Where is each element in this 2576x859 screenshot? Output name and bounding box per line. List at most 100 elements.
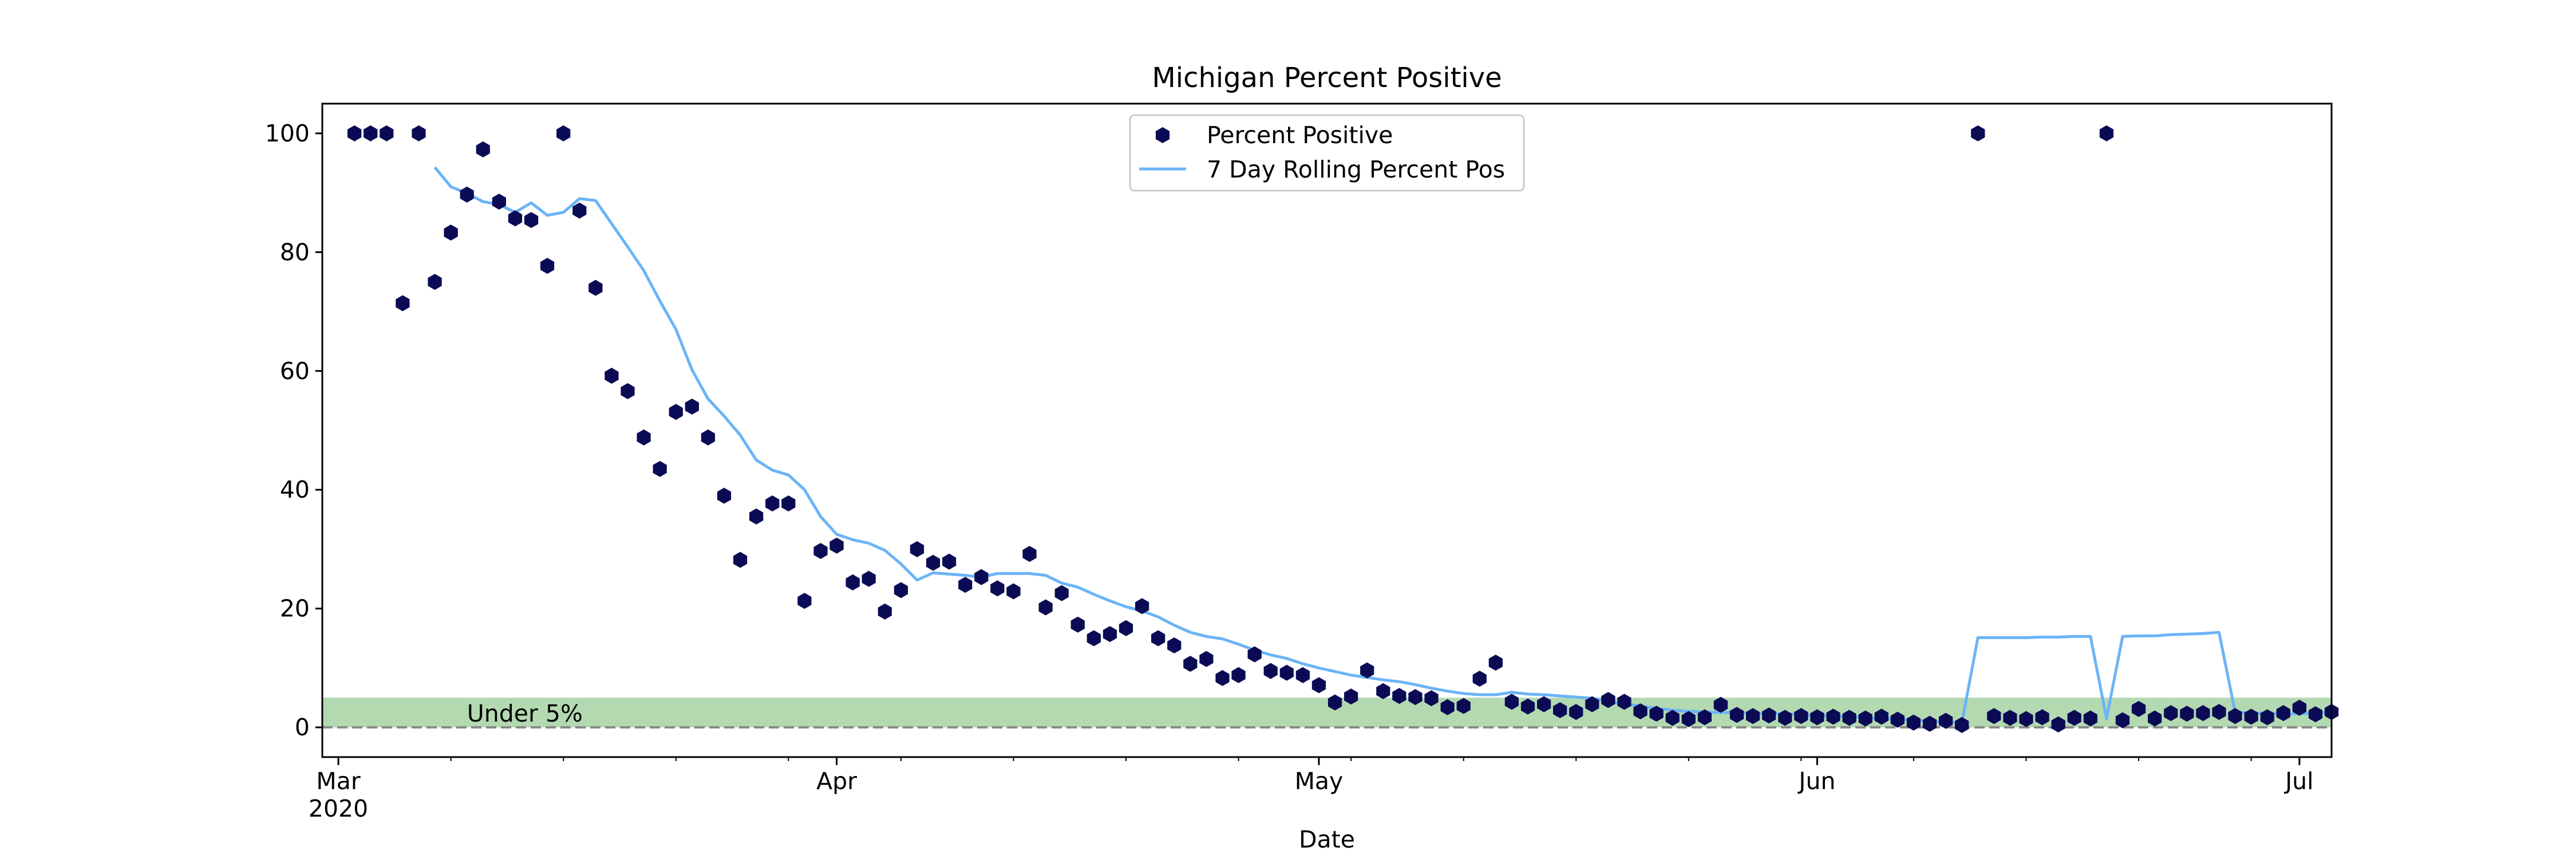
data-point	[2051, 716, 2065, 732]
legend-label-rolling: 7 Day Rolling Percent Pos	[1207, 156, 1505, 183]
data-point	[1906, 714, 1921, 731]
data-point	[1360, 662, 1374, 679]
y-tick-label: 80	[280, 238, 310, 266]
data-point	[2244, 708, 2258, 725]
data-point	[2067, 710, 2081, 726]
y-tick-label: 100	[265, 120, 310, 147]
data-point	[1553, 702, 1567, 719]
data-point	[476, 141, 490, 157]
data-point	[2083, 710, 2097, 727]
y-axis: 0 20 40 60 80 100	[265, 120, 322, 741]
data-point	[878, 603, 892, 620]
data-point	[1778, 710, 1792, 726]
data-point	[1858, 710, 1872, 727]
data-point	[1086, 630, 1101, 647]
data-point	[1263, 663, 1278, 679]
legend: Percent Positive 7 Day Rolling Percent P…	[1129, 114, 1525, 192]
data-point	[1504, 693, 1519, 710]
data-point	[1874, 708, 1888, 725]
data-point	[396, 295, 410, 312]
data-point	[1617, 693, 1631, 710]
data-point	[2099, 125, 2113, 141]
data-point	[701, 429, 715, 446]
data-point	[2212, 704, 2226, 720]
data-point	[942, 553, 957, 570]
data-point	[1633, 703, 1647, 720]
data-point	[2164, 705, 2178, 722]
data-point	[1135, 598, 1149, 614]
data-point	[1054, 585, 1069, 601]
data-point	[1939, 712, 1953, 729]
x-axis-label: Date	[1299, 826, 1355, 853]
data-point	[2148, 710, 2162, 727]
data-point	[1424, 690, 1439, 707]
data-point	[1601, 692, 1615, 708]
legend-box	[1129, 114, 1525, 192]
data-point	[1890, 711, 1905, 728]
data-point	[926, 554, 941, 571]
x-tick-label: Jul	[2283, 767, 2313, 795]
data-point	[1295, 667, 1310, 683]
data-point	[733, 551, 748, 568]
data-point	[1585, 696, 1599, 712]
data-point	[1151, 630, 1165, 647]
data-point	[829, 537, 844, 554]
y-tick-label: 0	[295, 714, 310, 741]
data-point	[1215, 670, 1230, 686]
data-point	[1070, 616, 1085, 633]
data-point	[1472, 671, 1487, 687]
data-point	[1537, 696, 1551, 712]
data-point	[846, 574, 860, 590]
data-point	[428, 274, 442, 290]
data-point	[781, 495, 796, 512]
x-tick-sublabel: 2020	[309, 795, 368, 822]
data-point	[1311, 677, 1326, 693]
data-point	[2228, 708, 2242, 724]
data-point	[2276, 705, 2290, 722]
data-point	[1569, 704, 1583, 720]
data-point	[862, 570, 876, 587]
band-label: Under 5%	[467, 700, 583, 727]
data-point	[717, 487, 732, 504]
data-point	[1826, 708, 1840, 725]
chart-title: Michigan Percent Positive	[1152, 62, 1502, 94]
x-tick-label: Jun	[1797, 767, 1835, 795]
data-point	[653, 460, 667, 477]
legend-label-percent-positive: Percent Positive	[1207, 121, 1393, 149]
data-point	[1440, 699, 1455, 715]
data-point	[1713, 696, 1728, 713]
plot-area: Under 5%	[322, 125, 2339, 733]
legend-marker-percent-positive	[1155, 127, 1170, 143]
data-point	[1408, 689, 1423, 706]
data-point	[1681, 711, 1696, 727]
data-point	[347, 125, 362, 141]
plot-frame	[321, 103, 2333, 758]
data-point	[1167, 637, 1182, 653]
data-point	[1649, 706, 1664, 722]
data-point	[1022, 546, 1037, 562]
data-point	[765, 495, 780, 512]
data-point	[1987, 708, 2001, 724]
data-point	[588, 279, 603, 296]
data-point	[749, 508, 764, 525]
data-point	[412, 125, 426, 141]
data-point	[1327, 694, 1342, 711]
data-point	[1119, 620, 1133, 636]
data-point	[813, 543, 828, 559]
data-point	[605, 368, 619, 384]
data-point	[1183, 656, 1198, 672]
data-point	[2308, 706, 2322, 723]
rolling-average-line	[433, 166, 2332, 724]
data-point	[444, 224, 458, 241]
data-point	[2035, 709, 2049, 726]
data-point	[1456, 698, 1471, 714]
data-point	[2260, 709, 2274, 726]
data-point	[492, 194, 506, 210]
data-point	[1762, 707, 1776, 724]
data-point	[2131, 701, 2146, 717]
data-point	[1746, 708, 1760, 724]
data-point	[1344, 688, 1358, 705]
data-point	[1006, 583, 1021, 600]
data-point	[1103, 626, 1117, 643]
